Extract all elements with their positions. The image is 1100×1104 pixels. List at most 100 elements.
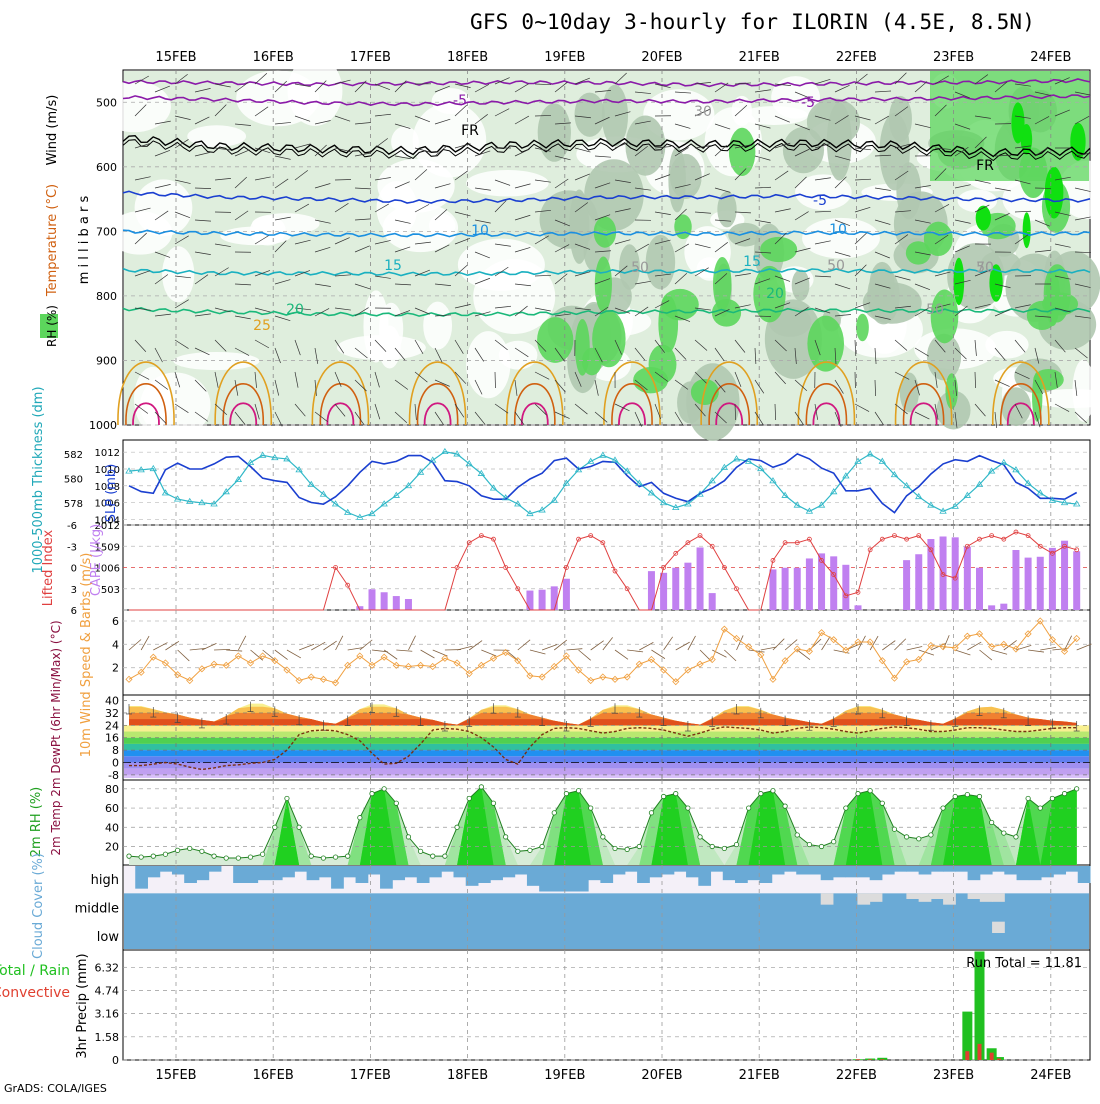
contour-label: 50 [827, 258, 845, 274]
temp-band [124, 744, 1089, 750]
contour-label: -5 [801, 95, 815, 111]
rh-saturated-patch [954, 258, 965, 306]
cloud-high-bar [674, 866, 687, 872]
surface-wind-barb [579, 650, 591, 660]
cloud-high-bar [637, 866, 650, 883]
bottom-date-label: 19FEB [544, 1068, 585, 1083]
top-date-label: 19FEB [544, 50, 585, 65]
surface-wind-barb [153, 643, 167, 650]
surface-wind-barb [323, 641, 336, 650]
rh-point [856, 791, 860, 795]
precip-convective-bar [880, 1059, 884, 1060]
rh-point [795, 833, 799, 837]
cloud-high-bar [294, 866, 307, 872]
rh-saturated-patch [1070, 123, 1085, 161]
rh-saturated-patch [1011, 102, 1024, 143]
rh-point [941, 806, 945, 810]
rh-point [358, 815, 362, 819]
contour-label: 15 [384, 258, 402, 274]
cloud-high-bar [968, 866, 981, 880]
rh-point [892, 827, 896, 831]
rh-moist-patch [670, 154, 702, 199]
cloud-high-bar [135, 866, 148, 889]
rh-tick-label: 40 [105, 821, 119, 834]
surface-wind-barb [287, 650, 301, 658]
cloud-high-bar [1053, 866, 1066, 875]
rh-point [759, 791, 763, 795]
cloud-high-bar [245, 866, 258, 883]
cloud-high-bar [1017, 866, 1030, 880]
rh-point [139, 855, 143, 859]
rh-point [418, 849, 422, 853]
cape-bar [369, 589, 376, 610]
cloud-high-bar [882, 866, 895, 875]
surface-wind-barb [311, 642, 325, 650]
rh-point [807, 842, 811, 846]
surface-wind-barb [396, 650, 412, 651]
li-tick-label: 6 [71, 606, 77, 617]
cloud-high-bar [1029, 866, 1042, 880]
rh-point [661, 794, 665, 798]
cape-bar [952, 537, 959, 610]
rh-point [1014, 835, 1018, 839]
rh-point [637, 844, 641, 848]
cloud-high-bar [319, 866, 332, 877]
rh-point [224, 856, 228, 860]
cape-bar [1073, 551, 1080, 610]
cape-bar [855, 605, 862, 610]
cloud-high-bar [857, 866, 870, 877]
cape-bar [709, 593, 716, 610]
cloud-layer-label: high [91, 873, 119, 888]
cloud-high-bar [711, 866, 724, 872]
slp-axis-label: SLP (mb) [104, 464, 119, 523]
cloud-middle-gap [870, 893, 883, 902]
rh-point [734, 842, 738, 846]
surface-wind-barb [336, 636, 343, 650]
cloud-high-bar [551, 866, 564, 892]
cape-bar [988, 605, 995, 610]
rh-humid-patch [582, 348, 602, 376]
li-tick-label: -6 [67, 521, 77, 532]
rh-point [540, 844, 544, 848]
temp-tick-label: 32 [105, 707, 119, 720]
cape-bar [1000, 604, 1007, 610]
cloud-high-bar [760, 866, 773, 883]
panel-border-wind [123, 610, 1090, 695]
contour-label: 10 [829, 222, 847, 238]
cloud-middle-gap [980, 893, 993, 902]
contour-label: FR [461, 123, 479, 139]
cloud-high-bar [894, 866, 907, 872]
li-tick-label: 0 [71, 564, 77, 575]
rh-point [297, 825, 301, 829]
surface-wind-barb [566, 649, 582, 650]
cloud-high-bar [527, 866, 540, 886]
rh-point [552, 811, 556, 815]
rh-point [443, 854, 447, 858]
cloud-high-bar [1041, 866, 1054, 877]
cloud-high-bar [576, 866, 589, 892]
precip-convective-legend: Convective [0, 985, 70, 1001]
cloud-high-bar [1004, 866, 1017, 875]
cape-bar [1061, 541, 1068, 610]
surface-wind-barb [226, 650, 242, 651]
rh-humid-patch [807, 316, 844, 372]
surface-wind-barb [980, 650, 992, 660]
top-date-label: 16FEB [253, 50, 294, 65]
rh-dry-patch [288, 56, 343, 126]
surface-wind-barb [469, 641, 482, 650]
temp-tick-label: -8 [108, 769, 119, 782]
cloud-axis-label: Cloud Cover (%) [31, 853, 46, 959]
cape-bar [563, 579, 570, 610]
rh-point [491, 801, 495, 805]
contour-label: 15 [743, 254, 761, 270]
rh-point [746, 806, 750, 810]
precip-tick-label: 1.58 [95, 1031, 120, 1044]
cloud-high-bar [919, 866, 932, 875]
surface-wind-barb [724, 650, 736, 661]
cloud-high-bar [307, 866, 320, 880]
pressure-tick-label: 600 [96, 161, 117, 174]
temp-tick-label: 0 [112, 757, 119, 770]
surface-wind-barb [992, 650, 1007, 654]
contour-label: 70 [976, 260, 994, 276]
